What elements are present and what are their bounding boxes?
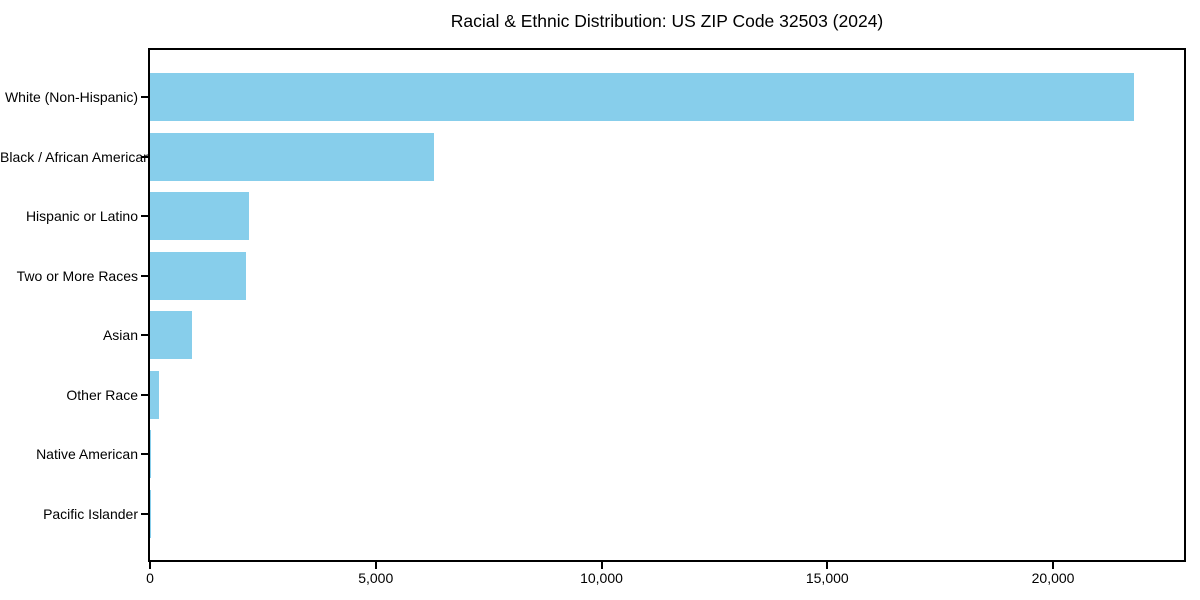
x-tick-mark — [149, 562, 151, 569]
y-tick-label: Native American — [36, 446, 138, 463]
y-tick-mark — [141, 334, 148, 337]
bar-asian — [150, 311, 193, 360]
x-tick-label: 15,000 — [805, 570, 849, 586]
y-tick-label: Pacific Islander — [43, 505, 138, 522]
x-tick-mark — [826, 562, 829, 569]
y-tick-mark — [141, 393, 148, 396]
y-tick-mark — [141, 96, 148, 98]
y-tick-mark — [141, 512, 148, 515]
x-tick-mark — [600, 562, 603, 569]
y-tick-label: White (Non-Hispanic) — [4, 89, 138, 105]
y-tick-mark — [141, 453, 148, 456]
bar-two-or-more-races — [150, 251, 247, 300]
x-tick-label: 10,000 — [580, 570, 623, 586]
bar-hispanic-or-latino — [150, 192, 250, 241]
bar-black-african-american — [150, 132, 435, 181]
x-tick-mark — [1052, 562, 1055, 569]
x-tick-label: 20,000 — [1031, 570, 1075, 586]
bar-other-race — [150, 370, 159, 419]
x-tick-label: 5,000 — [358, 570, 394, 586]
y-tick-label: Two or More Races — [16, 267, 138, 284]
y-tick-label: Hispanic or Latino — [25, 208, 138, 225]
bar-white-non-hispanic — [150, 73, 1135, 121]
x-tick-mark — [374, 562, 377, 569]
x-tick-label: 0 — [146, 570, 154, 586]
y-tick-mark — [141, 215, 148, 218]
y-tick-label: Other Race — [66, 386, 138, 403]
y-tick-mark — [141, 274, 148, 277]
y-tick-mark — [141, 155, 148, 158]
y-tick-label: Asian — [102, 327, 138, 344]
plot-area — [148, 48, 1186, 562]
y-tick-label: Black / African American — [0, 148, 151, 165]
chart-title: Racial & Ethnic Distribution: US ZIP Cod… — [450, 11, 884, 31]
bar-native-american — [150, 430, 152, 479]
